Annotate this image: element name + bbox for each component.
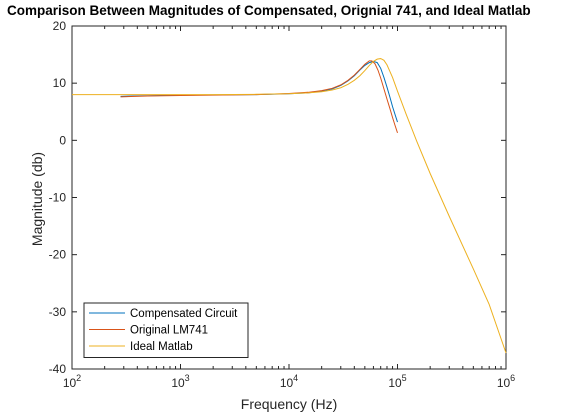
x-axis: 102 103 104 105 106 [63, 26, 515, 390]
y-tick-label: 20 [53, 19, 67, 33]
legend-label: Ideal Matlab [130, 341, 193, 353]
y-axis: 20 10 0 -10 -20 -30 -40 [49, 19, 506, 376]
y-tick-label: -20 [49, 248, 67, 262]
y-axis-label: Magnitude (db) [29, 151, 45, 247]
legend: Compensated Circuit Original LM741 Ideal M… [83, 302, 249, 358]
y-tick-label: 0 [59, 133, 66, 147]
legend-label: Original LM741 [130, 325, 208, 337]
x-tick-label: 105 [388, 373, 406, 390]
x-tick-label: 104 [280, 373, 298, 390]
x-axis-label: Frequency (Hz) [240, 396, 338, 412]
legend-box [83, 302, 249, 358]
x-tick-label: 106 [497, 373, 515, 390]
series-line-3 [72, 58, 507, 354]
x-tick-label: 103 [171, 373, 189, 390]
y-tick-label: -30 [49, 305, 67, 319]
legend-label: Compensated Circuit [130, 308, 238, 320]
series-group [72, 58, 507, 354]
x-tick-label: 102 [63, 373, 81, 390]
y-tick-label: 10 [53, 76, 67, 90]
y-tick-label: -40 [49, 362, 67, 376]
y-tick-label: -10 [49, 191, 67, 205]
chart-title: Comparison Between Magnitudes of Compens… [7, 3, 531, 18]
